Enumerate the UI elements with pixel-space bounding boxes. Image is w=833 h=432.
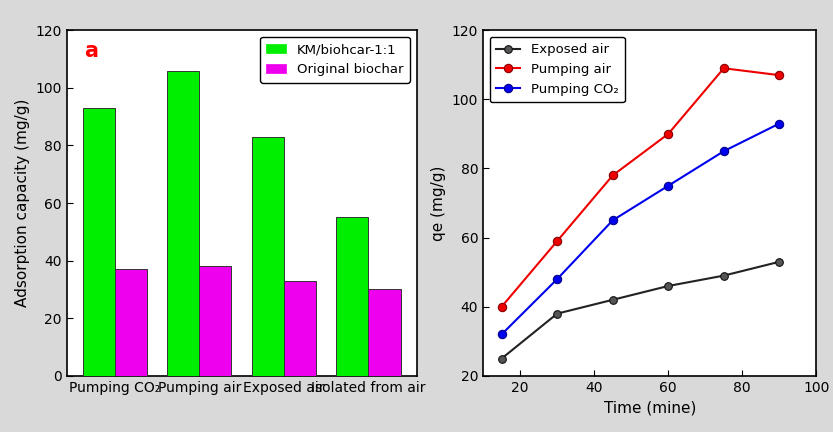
Bar — [167, 70, 199, 376]
Line: Exposed air: Exposed air — [498, 258, 783, 362]
Legend: Exposed air, Pumping air, Pumping CO₂: Exposed air, Pumping air, Pumping CO₂ — [490, 37, 625, 102]
Bar — [252, 137, 284, 376]
Exposed air — [719, 273, 729, 278]
Y-axis label: qe (mg/g): qe (mg/g) — [431, 165, 446, 241]
Line: Pumping CO₂: Pumping CO₂ — [497, 119, 784, 339]
Legend: KM/biohcar-1:1, Original biochar: KM/biohcar-1:1, Original biochar — [260, 37, 410, 83]
Exposed air — [775, 259, 785, 264]
Bar — [115, 269, 147, 376]
Exposed air — [552, 311, 562, 316]
Pumping air — [775, 73, 785, 78]
Pumping air — [663, 131, 673, 137]
Exposed air — [496, 356, 506, 361]
Exposed air — [663, 283, 673, 289]
Pumping CO₂ — [663, 183, 673, 188]
Bar — [337, 217, 368, 376]
Bar — [82, 108, 115, 376]
Y-axis label: Adsorption capacity (mg/g): Adsorption capacity (mg/g) — [15, 99, 30, 307]
X-axis label: Time (mine): Time (mine) — [604, 400, 696, 415]
Pumping CO₂ — [496, 332, 506, 337]
Text: b: b — [500, 41, 515, 60]
Pumping air — [496, 304, 506, 309]
Pumping air — [608, 173, 618, 178]
Pumping air — [719, 66, 729, 71]
Pumping CO₂ — [608, 218, 618, 223]
Text: a: a — [84, 41, 98, 60]
Exposed air — [608, 297, 618, 302]
Pumping CO₂ — [719, 149, 729, 154]
Line: Pumping air: Pumping air — [497, 64, 784, 311]
Bar — [368, 289, 401, 376]
Pumping air — [552, 238, 562, 244]
Pumping CO₂ — [552, 276, 562, 282]
Pumping CO₂ — [775, 121, 785, 126]
Bar — [199, 267, 232, 376]
Bar — [284, 281, 316, 376]
